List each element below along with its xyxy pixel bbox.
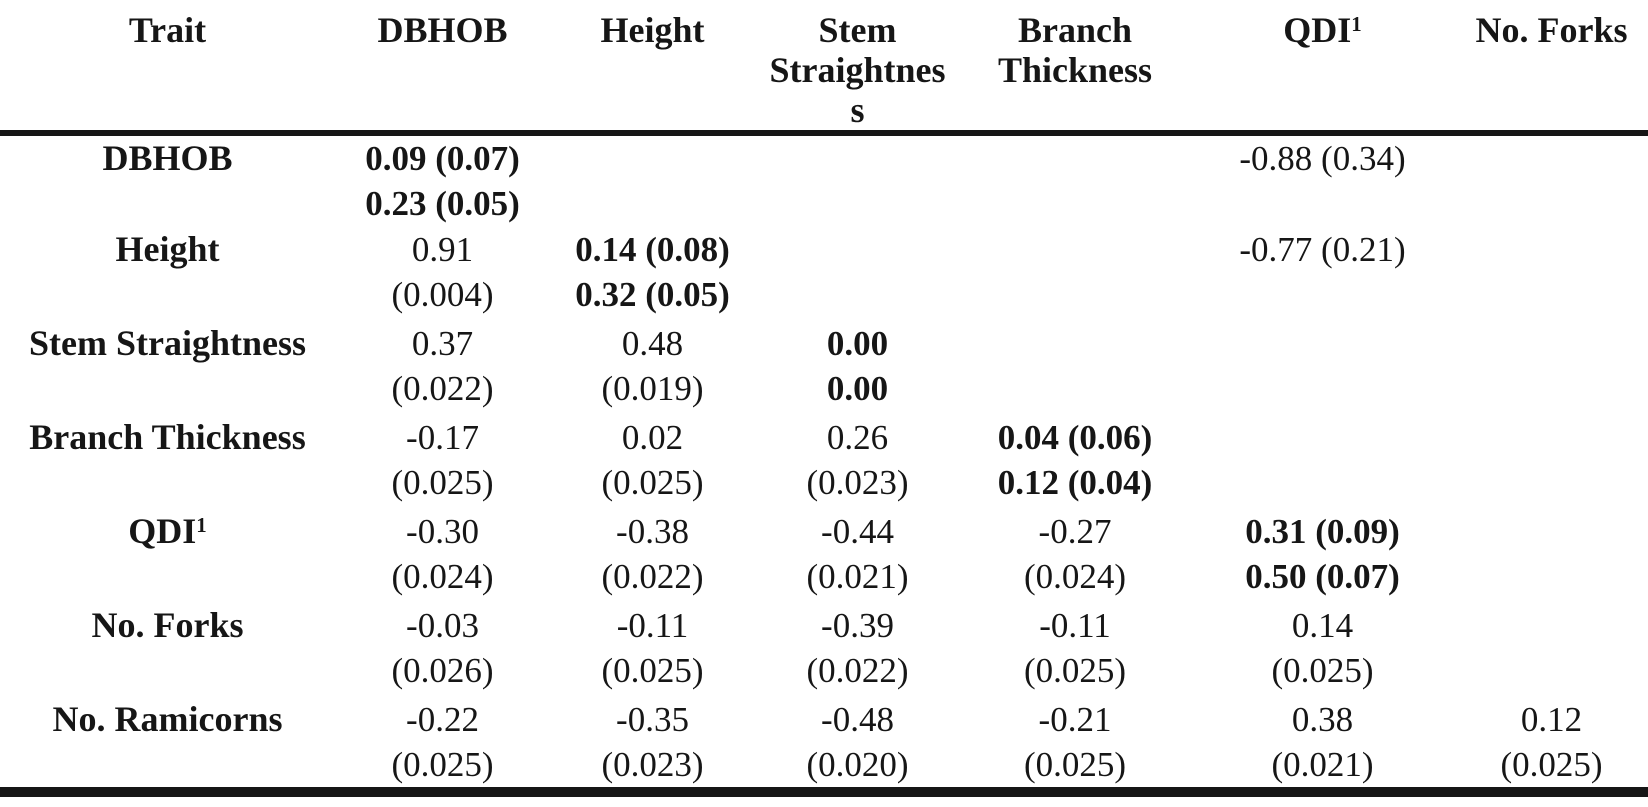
cell-qdi-stem: -0.44 (0.021) [806,512,909,596]
cell-height-stem [755,227,960,321]
cell-dbhob-dbhob: 0.09 (0.07) 0.23 (0.05) [365,139,520,223]
col-header-no-forks: No. Forks [1455,0,1648,136]
row-height: Height 0.91 (0.004) 0.14 (0.08) 0.32 (0.05… [0,227,1648,321]
col-header-stem-straightness: Stem Straightnes s [755,0,960,136]
header-row: Trait DBHOB Height Stem Straightnes s Br… [0,0,1648,136]
row-label-no-forks: No. Forks [91,605,244,645]
row-no-ramicorns: No. Ramicorns -0.22 (0.025) -0.35 (0.023) … [0,697,1648,797]
row-qdi: QDI1 -0.30 (0.024) -0.38 (0.022) -0.44 (0.0… [0,509,1648,603]
cell-qdi-dbhob: -0.30 (0.024) [391,512,494,596]
cell-forks-dbhob: -0.03 (0.026) [391,606,494,690]
cell-forks-stem: -0.39 (0.022) [806,606,909,690]
cell-branch-dbhob: -0.17 (0.025) [391,418,494,502]
cell-stem-dbhob: 0.37 (0.022) [391,324,494,408]
row-label-no-ramicorns: No. Ramicorns [0,697,335,797]
cell-forks-forks [1455,603,1648,697]
cell-stem-stem: 0.00 0.00 [826,324,889,408]
cell-qdi-branch: -0.27 (0.024) [1023,512,1127,596]
col-header-dbhob: DBHOB [335,0,550,136]
cell-forks-height: -0.11 (0.025) [601,606,704,690]
cell-ramicorns-height: -0.35 (0.023) [550,697,755,797]
cell-dbhob-height [550,133,755,227]
row-label-dbhob: DBHOB [102,138,233,178]
row-stem-straightness: Stem Straightness 0.37 (0.022) 0.48 (0.019… [0,321,1648,415]
cell-dbhob-stem [755,133,960,227]
cell-branch-forks [1455,415,1648,509]
cell-stem-forks [1455,321,1648,415]
col-header-branch-thickness: Branch Thickness [960,0,1190,136]
cell-dbhob-qdi: -0.88 (0.34) [1239,139,1406,178]
cell-height-qdi: -0.77 (0.21) [1239,230,1406,269]
cell-height-forks [1455,227,1648,321]
cell-ramicorns-forks: 0.12 (0.025) [1455,697,1648,797]
cell-stem-branch [960,321,1190,415]
col-header-qdi: QDI1 [1190,0,1455,136]
qdi-footnote-marker: 1 [1351,11,1362,36]
cell-stem-height: 0.48 (0.019) [601,324,704,408]
cell-branch-height: 0.02 (0.025) [601,418,704,502]
row-label-height: Height [115,229,220,269]
row-label-branch-thickness: Branch Thickness [29,417,306,457]
cell-branch-stem: 0.26 (0.023) [806,418,909,502]
col-header-height: Height [550,0,755,136]
cell-qdi-qdi: 0.31 (0.09) 0.50 (0.07) [1245,512,1400,596]
cell-dbhob-forks [1455,133,1648,227]
cell-forks-branch: -0.11 (0.025) [1023,606,1127,690]
cell-height-height: 0.14 (0.08) 0.32 (0.05) [575,230,730,314]
cell-forks-qdi: 0.14 (0.025) [1271,606,1374,690]
cell-branch-branch: 0.04 (0.06) 0.12 (0.04) [997,418,1153,502]
cell-qdi-height: -0.38 (0.022) [601,512,704,596]
qdi-footnote-marker: 1 [196,512,207,537]
cell-ramicorns-dbhob: -0.22 (0.025) [335,697,550,797]
cell-height-branch [960,227,1190,321]
cell-ramicorns-qdi: 0.38 (0.021) [1190,697,1455,797]
cell-dbhob-branch [960,133,1190,227]
row-label-qdi: QDI1 [128,511,207,551]
row-dbhob: DBHOB 0.09 (0.07) 0.23 (0.05) -0.88 (0.34… [0,133,1648,227]
cell-qdi-forks [1455,509,1648,603]
row-label-stem-straightness: Stem Straightness [29,323,306,363]
cell-ramicorns-stem: -0.48 (0.020) [755,697,960,797]
row-no-forks: No. Forks -0.03 (0.026) -0.11 (0.025) -0.3… [0,603,1648,697]
row-branch-thickness: Branch Thickness -0.17 (0.025) 0.02 (0.025… [0,415,1648,509]
col-header-trait: Trait [0,0,335,136]
cell-height-dbhob: 0.91 (0.004) [391,230,494,314]
cell-stem-qdi [1190,321,1455,415]
cell-ramicorns-branch: -0.21 (0.025) [960,697,1190,797]
cell-branch-qdi [1190,415,1455,509]
